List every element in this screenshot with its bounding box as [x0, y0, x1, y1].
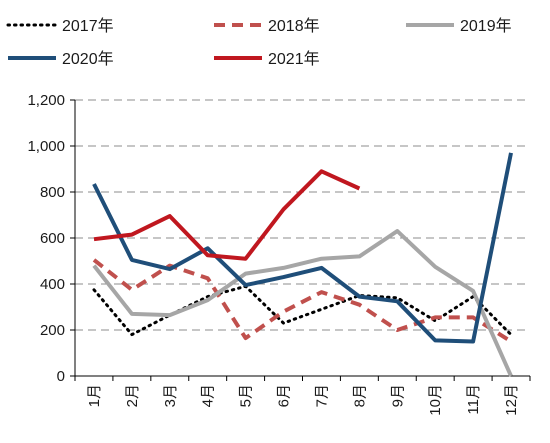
x-tick-label: 7月: [313, 384, 330, 407]
legend-label: 2017年: [62, 17, 114, 35]
y-tick-label: 600: [40, 230, 65, 247]
legend-label: 2018年: [268, 17, 320, 35]
x-tick-label: 9月: [389, 384, 406, 407]
gridlines: [75, 99, 530, 331]
legend-label: 2021年: [268, 50, 320, 68]
x-tick-label: 2月: [124, 384, 141, 407]
series-line: [92, 284, 513, 337]
x-tick-label: 8月: [351, 384, 368, 407]
x-axis: 1月 2月 3月 4月 5月 6月 7月 8月 9月 10月 11月 12月: [74, 375, 531, 416]
y-tick-label: 200: [40, 322, 65, 339]
series-line: [92, 258, 513, 344]
series-line: [92, 152, 513, 344]
x-tick-label: 6月: [276, 384, 293, 407]
y-axis: 0 200 400 600 800 1,000 1,200: [27, 92, 76, 385]
x-tick-label: 5月: [238, 384, 255, 407]
x-tick-label: 10月: [427, 384, 444, 416]
legend-label: 2019年: [460, 17, 512, 35]
series-lines: [92, 152, 513, 377]
series-line: [93, 169, 361, 261]
x-tick-label: 1月: [86, 384, 103, 407]
series-line: [92, 229, 513, 377]
y-tick-label: 400: [40, 276, 65, 293]
legend-label: 2020年: [62, 50, 114, 68]
y-tick-label: 1,200: [27, 92, 65, 109]
y-tick-label: 1,000: [27, 138, 65, 155]
y-tick-label: 800: [40, 184, 65, 201]
x-tick-label: 12月: [503, 384, 520, 416]
y-tick-label: 0: [57, 368, 65, 385]
legend: 2017年 2018年 2019年 2020年 2021年: [6, 17, 512, 68]
x-tick-label: 4月: [200, 384, 217, 407]
x-tick-label: 11月: [465, 384, 482, 415]
x-tick-label: 3月: [162, 384, 179, 407]
